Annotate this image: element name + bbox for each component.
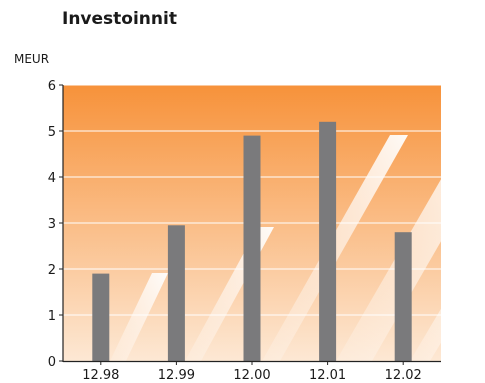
y-axis-ticks: 0 1 2 3 4 5 6 — [48, 79, 63, 370]
bar-12.01 — [319, 121, 337, 361]
y-tick-label: 6 — [48, 79, 56, 94]
decor-stripe — [410, 243, 485, 361]
y-tick-label: 3 — [48, 217, 56, 232]
x-axis-ticks: 12.98 12.99 12.00 12.01 12.02 — [82, 361, 422, 383]
bars — [92, 121, 412, 361]
bar-12.98 — [92, 273, 110, 361]
x-tick-label: 12.00 — [233, 368, 270, 383]
x-tick-label: 12.98 — [82, 368, 119, 383]
y-tick-label: 0 — [48, 355, 56, 370]
x-tick-label: 12.01 — [309, 368, 346, 383]
chart-title: Investoinnit — [62, 9, 177, 29]
y-tick-label: 1 — [48, 309, 56, 324]
decor-stripe — [110, 273, 168, 361]
y-axis-unit-label: MEUR — [14, 52, 49, 66]
bar-12.02 — [394, 232, 412, 361]
y-tick-label: 2 — [48, 263, 56, 278]
x-tick-label: 12.02 — [385, 368, 422, 383]
y-tick-label: 4 — [48, 171, 56, 186]
bar-12.99 — [167, 225, 185, 361]
y-tick-label: 5 — [48, 125, 56, 140]
bar-12.00 — [243, 135, 261, 361]
x-tick-label: 12.99 — [158, 368, 195, 383]
